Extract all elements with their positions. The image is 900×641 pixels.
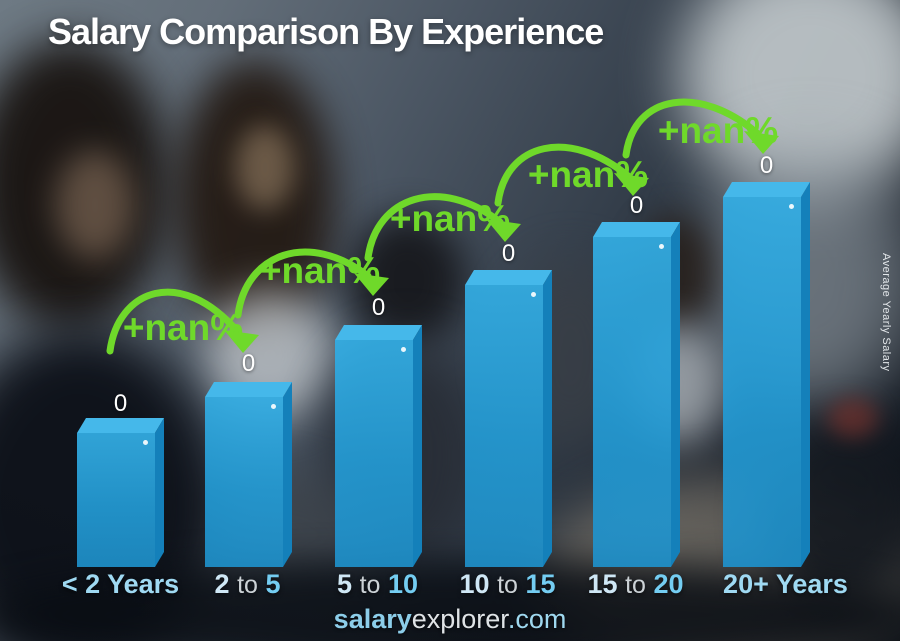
- bar-value: 0: [629, 192, 644, 219]
- bar-value: 0: [241, 350, 256, 377]
- bar-top-face: [205, 382, 292, 397]
- bar-side-face: [671, 222, 680, 567]
- site-name-bold[interactable]: salary: [333, 604, 412, 634]
- bar-value: 0: [759, 152, 774, 179]
- x-axis-label: 20+ Years: [710, 569, 861, 600]
- label-range: 15: [587, 569, 618, 599]
- label-range: < 2 Years: [61, 569, 180, 599]
- bar-10-to-15: [465, 270, 552, 567]
- x-axis-label: < 2 Years: [45, 569, 196, 600]
- bar-side-face: [413, 325, 422, 567]
- label-range: 2: [214, 569, 230, 599]
- label-range: 10: [459, 569, 490, 599]
- bar-front-face: [593, 237, 671, 567]
- bar-side-face: [801, 182, 810, 567]
- bar-front-face: [77, 433, 155, 567]
- label-range: 20+ Years: [723, 569, 848, 599]
- bar-20-plus-years: [723, 182, 810, 567]
- bar-top-face: [593, 222, 680, 237]
- x-axis-label: 2 to 5: [214, 569, 281, 599]
- bar-top-face: [465, 270, 552, 285]
- bar-value: 0: [113, 390, 128, 417]
- site-name-regular[interactable]: explorer: [411, 604, 508, 634]
- website-footer[interactable]: salaryexplorer.com: [0, 604, 900, 635]
- bar-top-face: [77, 418, 164, 433]
- bar-value: 0: [501, 240, 516, 267]
- bar-front-face: [723, 197, 801, 567]
- bar-2-to-5: [205, 382, 292, 567]
- site-tld[interactable]: .com: [507, 604, 567, 634]
- bar-value: 0: [371, 294, 386, 321]
- bar-lt-2-years: [77, 418, 164, 567]
- bar-side-face: [155, 418, 164, 567]
- bar-front-face: [205, 397, 283, 567]
- bar-front-face: [465, 285, 543, 567]
- bar-15-to-20: [593, 222, 680, 567]
- chart-title: Salary Comparison By Experience: [48, 11, 604, 52]
- x-axis-label: 5 to 10: [337, 569, 418, 599]
- bar-front-face: [335, 340, 413, 567]
- x-axis-label: 15 to 20: [587, 569, 684, 599]
- x-axis-label: 10 to 15: [459, 569, 556, 599]
- y-axis-label: Average Yearly Salary: [880, 253, 892, 372]
- label-range: 5: [337, 569, 353, 599]
- bar-5-to-10: [335, 325, 422, 567]
- bar-top-face: [723, 182, 810, 197]
- bar-side-face: [543, 270, 552, 567]
- bar-top-face: [335, 325, 422, 340]
- bar-side-face: [283, 382, 292, 567]
